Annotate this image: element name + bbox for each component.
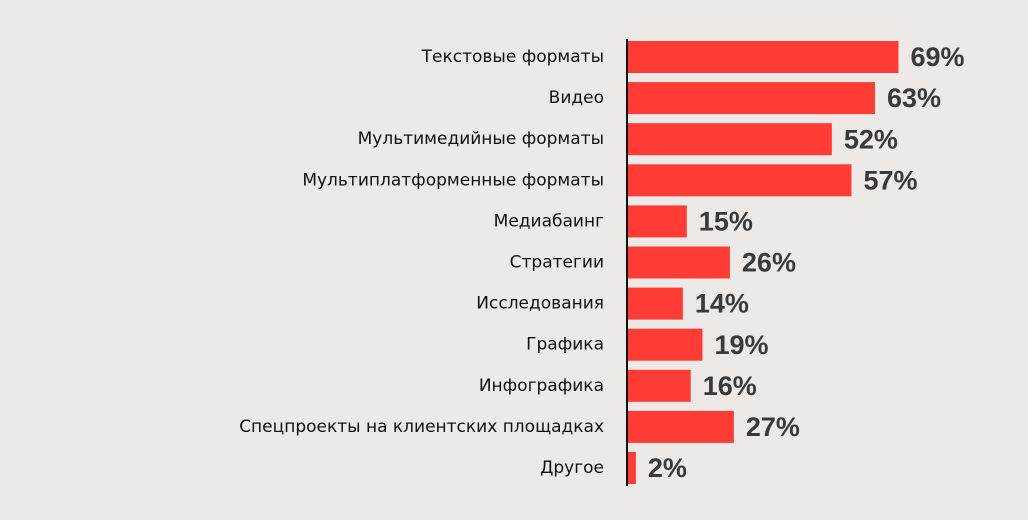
category-label: Мультиплатформенные форматы — [302, 170, 604, 190]
bar — [628, 328, 703, 361]
value-label: 19% — [714, 330, 768, 360]
category-label: Спецпроекты на клиентских площадках — [239, 417, 604, 437]
bar — [628, 123, 832, 156]
category-label: Стратегии — [510, 253, 604, 273]
bar — [628, 82, 875, 115]
category-label: Инфографика — [479, 376, 604, 396]
bar — [628, 452, 636, 484]
bar — [628, 287, 683, 320]
bar — [628, 369, 691, 402]
value-label: 14% — [695, 289, 749, 319]
bar — [628, 246, 730, 279]
category-label: Медиабаинг — [494, 211, 604, 231]
value-label: 57% — [863, 165, 917, 195]
value-label: 15% — [699, 207, 753, 237]
value-label: 52% — [844, 124, 898, 154]
category-label: Графика — [526, 335, 604, 355]
value-label: 27% — [746, 412, 800, 442]
category-label: Другое — [540, 458, 604, 478]
value-label: 2% — [648, 453, 687, 483]
value-label: 16% — [703, 371, 757, 401]
bar — [628, 410, 734, 443]
value-label: 63% — [887, 83, 941, 113]
bar — [628, 41, 899, 73]
category-label: Мультимедийные форматы — [358, 129, 604, 149]
value-label: 69% — [910, 42, 964, 72]
category-label: Исследования — [476, 294, 604, 314]
category-label: Видео — [549, 88, 604, 108]
value-label: 26% — [742, 248, 796, 278]
bar — [628, 205, 687, 238]
bar — [628, 164, 852, 197]
category-label: Текстовые форматы — [421, 47, 604, 67]
